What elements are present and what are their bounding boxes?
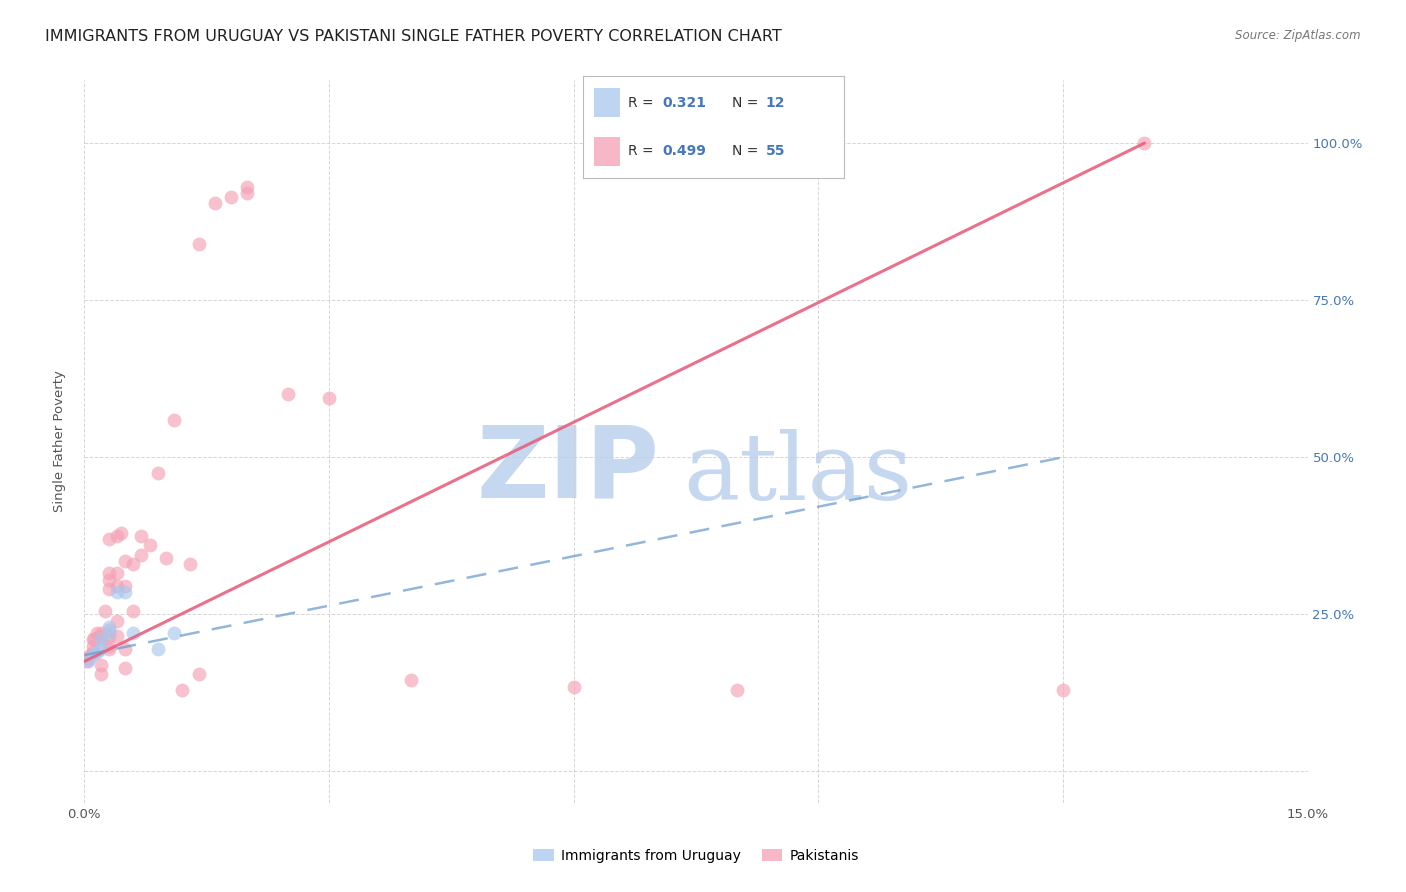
Point [97,566,120,581]
Point [110,525,132,540]
Point [90,626,112,640]
Point [77,651,100,665]
Text: atlas: atlas [683,429,912,519]
Point [163,626,186,640]
Point [97,641,120,656]
Text: IMMIGRANTS FROM URUGUAY VS PAKISTANI SINGLE FATHER POVERTY CORRELATION CHART: IMMIGRANTS FROM URUGUAY VS PAKISTANI SIN… [45,29,782,44]
Text: 0.499: 0.499 [662,145,707,158]
Point [105,585,128,599]
Point [97,626,120,640]
Point [97,573,120,587]
Text: R =: R = [627,145,658,158]
Point [399,673,422,688]
Point [82,632,104,647]
Text: Source: ZipAtlas.com: Source: ZipAtlas.com [1236,29,1361,42]
Text: N =: N = [731,145,762,158]
Point [219,189,242,203]
Point [204,195,226,210]
Point [114,641,136,656]
Point [114,585,136,599]
Point [114,554,136,568]
Point [105,629,128,643]
Point [562,680,585,694]
Point [236,180,259,194]
Text: 0.321: 0.321 [662,96,707,110]
Point [187,236,209,251]
Text: R =: R = [627,96,658,110]
Point [236,186,259,201]
Point [83,632,105,647]
Point [1133,136,1156,150]
Point [318,391,340,405]
Point [90,657,112,672]
Point [86,626,108,640]
Point [146,466,169,480]
Point [163,412,186,426]
Point [277,387,299,401]
Point [146,641,169,656]
Point [114,661,136,675]
Point [97,582,120,597]
Point [122,604,145,618]
Point [97,620,120,634]
Text: 55: 55 [765,145,785,158]
Point [97,629,120,643]
Point [77,655,100,669]
Point [90,632,112,647]
Point [725,682,748,697]
Point [90,641,112,656]
Point [86,645,108,659]
Point [105,614,128,628]
Point [90,667,112,681]
Text: 12: 12 [765,96,785,110]
Point [105,566,128,581]
Point [1052,682,1074,697]
Point [90,629,112,643]
Point [76,655,98,669]
Text: ZIP: ZIP [477,422,659,519]
Point [131,529,153,543]
Point [172,682,194,697]
Point [90,632,112,647]
Point [93,604,115,618]
Point [179,557,201,571]
Point [82,648,104,662]
Point [82,645,104,659]
Point [105,579,128,593]
Point [131,548,153,562]
Point [187,667,209,681]
Legend: Immigrants from Uruguay, Pakistanis: Immigrants from Uruguay, Pakistanis [527,843,865,868]
Point [114,579,136,593]
Point [138,538,160,552]
Point [122,557,145,571]
Point [105,529,128,543]
Point [79,648,101,662]
Y-axis label: Single Father Poverty: Single Father Poverty [52,370,66,513]
Point [122,626,145,640]
Text: N =: N = [731,96,762,110]
Point [82,639,104,653]
Bar [593,88,620,117]
Point [97,532,120,546]
Bar [593,137,620,166]
Point [97,639,120,653]
Point [155,550,177,565]
Point [97,623,120,637]
